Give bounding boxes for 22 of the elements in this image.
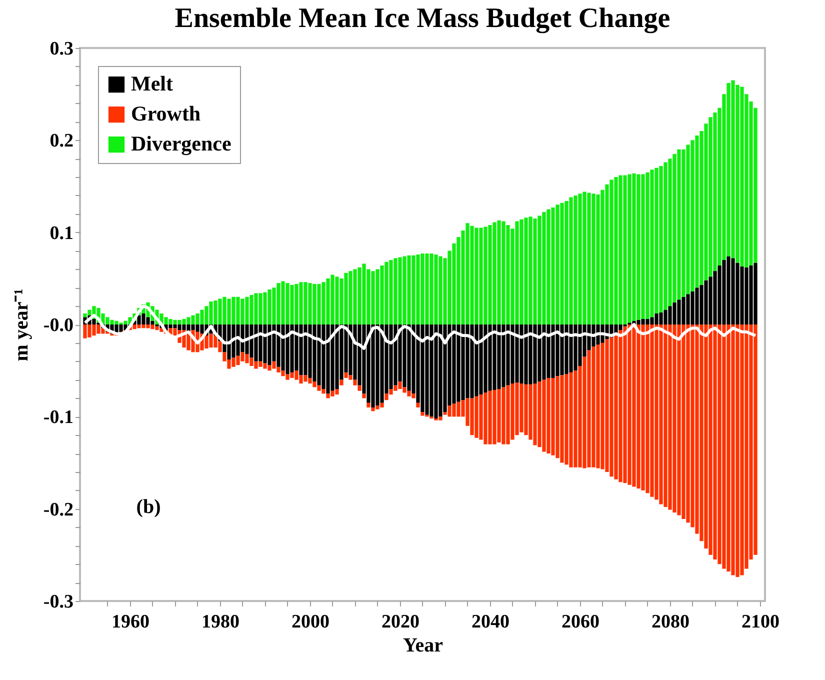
legend-label: Melt [131, 72, 173, 96]
y-tick-label: -0.0 [43, 315, 74, 336]
x-tick-label: 1960 [112, 612, 150, 632]
legend-label: Growth [131, 102, 201, 126]
x-tick-label: 2020 [382, 612, 420, 632]
y-tick-label: -0.2 [43, 499, 74, 520]
y-tick-label: -0.3 [43, 592, 74, 612]
x-tick-label: 2060 [562, 612, 600, 632]
x-tick-label: 1980 [202, 612, 240, 632]
y-tick-label: -0.1 [43, 407, 74, 428]
y-tick-label: 0.2 [50, 130, 74, 152]
legend-label: Divergence [131, 132, 232, 156]
x-tick-label: 2000 [292, 612, 330, 632]
x-tick-label: 2100 [742, 612, 780, 632]
annotation: (b) [136, 496, 161, 518]
x-tick-label: 2080 [652, 612, 690, 632]
chart-title: Ensemble Mean Ice Mass Budget Change [174, 3, 670, 34]
x-tick-label: 2040 [472, 612, 510, 632]
y-tick-label: 0.1 [50, 222, 74, 244]
y-tick-label: 0.3 [50, 38, 74, 60]
y-axis-title: m year⁻¹ [10, 288, 32, 362]
x-axis-title: Year [403, 634, 444, 656]
